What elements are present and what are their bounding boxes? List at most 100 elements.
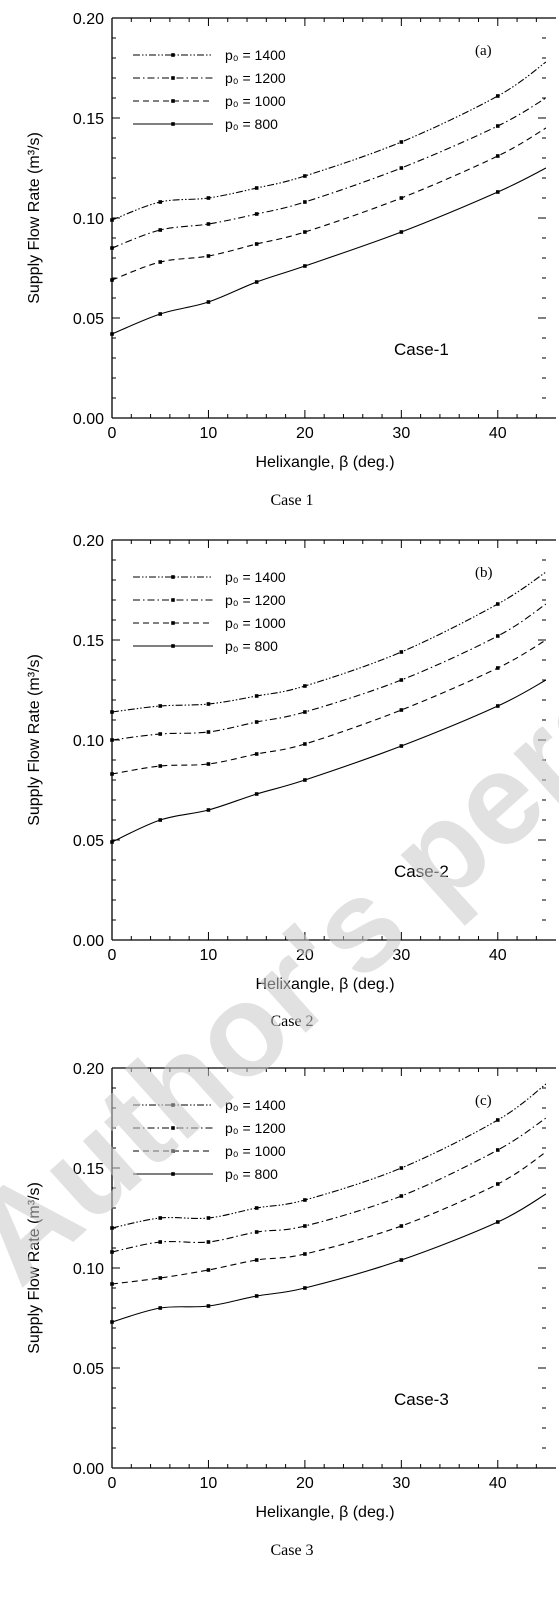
chart-2-series-3-point: [399, 708, 404, 712]
chart-2-series-3-point: [254, 752, 259, 756]
chart-1-series-2-point: [254, 212, 259, 216]
chart-3-x-tick-label: 0: [108, 1475, 117, 1492]
chart-1-y-tick-label: 0.00: [73, 411, 104, 428]
chart-3-legend-label-2: p₀ = 1200: [225, 1120, 286, 1136]
chart-1-x-tick-label: 30: [392, 425, 410, 442]
chart-3-y-tick-label: 0.15: [73, 1161, 104, 1178]
chart-1-legend-label-1: p₀ = 1400: [225, 47, 286, 63]
chart-3-series-3-point: [495, 1182, 500, 1186]
chart-1-series-1-point: [303, 174, 307, 178]
chart-3-series-2-point: [158, 1240, 163, 1244]
chart-2-series-2-point: [399, 678, 404, 682]
chart-3-series-1-point: [495, 1118, 500, 1122]
chart-3-series-1-point: [206, 1216, 211, 1220]
chart-1-legend-label-4: p₀ = 800: [225, 116, 278, 132]
chart-1-x-axis-label: Helixangle, β (deg.): [255, 454, 394, 471]
chart-1-legend-label-2: p₀ = 1200: [225, 70, 286, 86]
chart-1-y-tick-label: 0.05: [73, 311, 104, 328]
chart-1-series-1-point: [495, 94, 500, 98]
chart-2-legend-label-3: p₀ = 1000: [225, 615, 286, 631]
chart-2-series-1-point: [206, 702, 211, 706]
chart-3-series-4-line: [112, 1193, 546, 1323]
chart-2-series-2-point: [495, 634, 500, 638]
chart-3-series-4-point: [158, 1306, 163, 1310]
chart-3: 0 10 20 30 40 0.00 0.05 0.10 0.15 0.20 Helixangle,…: [26, 1061, 556, 1559]
chart-1-series-3-point: [158, 260, 163, 264]
chart-3-series-3-point: [110, 1282, 114, 1286]
chart-1-series-3-point: [254, 242, 259, 246]
chart-3-legend-label-4: p₀ = 800: [225, 1166, 278, 1182]
chart-2: 0 10 20 30 40 0.00 0.05 0.10 0.15 0.20 Helixangle,…: [26, 533, 556, 1030]
chart-3-series-2-line: [112, 1117, 546, 1253]
chart-3-x-axis-label: Helixangle, β (deg.): [255, 1504, 394, 1521]
chart-3-caption: Case 3: [270, 1542, 313, 1559]
chart-1-series-4-point: [158, 312, 163, 316]
chart-1-legend-label-3: p₀ = 1000: [225, 93, 286, 109]
chart-3-series-3-point: [206, 1268, 211, 1272]
chart-2-series-4-point: [254, 792, 259, 796]
chart-3-legend-label-3: p₀ = 1000: [225, 1143, 286, 1159]
chart-3-x-tick-label: 20: [296, 1475, 314, 1492]
chart-1-series-4-point: [495, 190, 500, 194]
chart-1-series-3-point: [110, 278, 114, 282]
chart-1-panel-label: (a): [475, 43, 492, 59]
chart-1-series-4-point: [254, 280, 259, 284]
chart-3-panel-label: (c): [475, 1093, 492, 1109]
chart-2-series-3-point: [495, 666, 500, 670]
chart-1-case-label: Case-1: [394, 340, 449, 359]
chart-3-series-1-point: [303, 1198, 307, 1202]
chart-2-series-2-point: [110, 738, 114, 742]
chart-1-series-2-point: [399, 166, 404, 170]
chart-1-series-1-point: [206, 196, 211, 200]
chart-1-series-2-line: [112, 97, 546, 249]
chart-2-series-1-point: [158, 704, 163, 708]
chart-3-series-2-point: [399, 1194, 404, 1198]
chart-3-case-label: Case-3: [394, 1390, 449, 1409]
chart-3-series-3-point: [303, 1252, 307, 1256]
chart-3-series-2-point: [303, 1224, 307, 1228]
chart-2-y-axis-label: Supply Flow Rate (m³/s): [26, 654, 43, 826]
chart-2-series-1-point: [110, 710, 114, 714]
chart-1-series-3-point: [206, 254, 211, 258]
chart-3-series-1-point: [254, 1206, 259, 1210]
chart-1-legend-marker-2: [171, 76, 175, 80]
chart-3-legend-marker-1: [171, 1103, 175, 1107]
chart-3-legend-marker-2: [171, 1126, 175, 1130]
chart-2-series-2-point: [254, 720, 259, 724]
chart-1-legend-marker-4: [171, 122, 175, 126]
chart-2-y-tick-label: 0.00: [73, 933, 104, 950]
chart-1-x-tick-label: 10: [200, 425, 218, 442]
chart-1-series-2-point: [206, 222, 211, 226]
chart-1-series-4-point: [399, 230, 404, 234]
chart-3-series-4-point: [495, 1220, 500, 1224]
chart-1-legend-marker-1: [171, 53, 175, 57]
chart-3-y-tick-label: 0.00: [73, 1461, 104, 1478]
chart-2-series-4-line: [112, 679, 546, 843]
chart-3-series-3-point: [158, 1276, 163, 1280]
chart-2-series-3-point: [206, 762, 211, 766]
chart-1-series-4-line: [112, 167, 546, 335]
chart-2-series-4-point: [110, 840, 114, 844]
chart-2-x-tick-label: 10: [200, 947, 218, 964]
chart-3-y-tick-label: 0.10: [73, 1261, 104, 1278]
chart-2-series-3-point: [303, 742, 307, 746]
chart-2-y-tick-label: 0.05: [73, 833, 104, 850]
chart-1-y-axis-label: Supply Flow Rate (m³/s): [26, 132, 43, 304]
chart-3-series-2-point: [110, 1250, 114, 1254]
chart-1-series-4-point: [303, 264, 307, 268]
chart-3-series-2-point: [206, 1240, 211, 1244]
chart-2-series-1-point: [399, 650, 404, 654]
chart-1-series-4-point: [206, 300, 211, 304]
chart-2-series-2-point: [206, 730, 211, 734]
chart-2-series-1-line: [112, 571, 546, 713]
chart-2-series-4-point: [158, 818, 163, 822]
chart-1-series-1-line: [112, 61, 546, 221]
chart-3-y-axis-label: Supply Flow Rate (m³/s): [26, 1182, 43, 1354]
chart-3-y-tick-label: 0.20: [73, 1061, 104, 1078]
chart-2-series-3-point: [158, 764, 163, 768]
chart-3-series-3-point: [399, 1224, 404, 1228]
chart-3-series-1-point: [110, 1226, 114, 1230]
chart-1-y-tick-label: 0.15: [73, 111, 104, 128]
chart-1-series-3-point: [399, 196, 404, 200]
chart-1-caption: Case 1: [270, 492, 313, 509]
